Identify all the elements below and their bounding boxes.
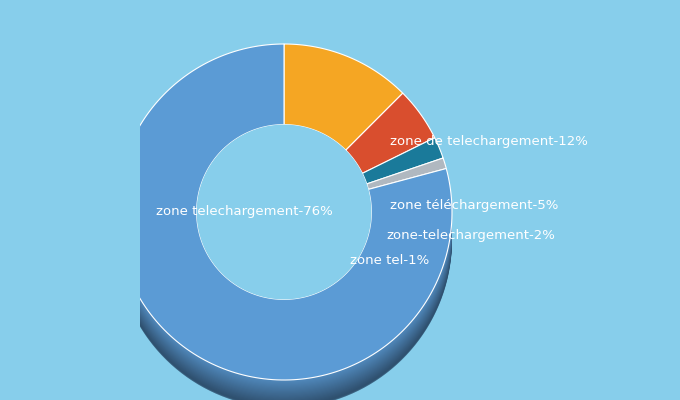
Polygon shape [116,230,452,398]
Polygon shape [116,237,452,400]
Polygon shape [116,216,452,384]
Polygon shape [116,231,452,399]
Polygon shape [116,236,452,400]
Polygon shape [116,226,452,394]
Polygon shape [116,238,452,400]
Polygon shape [116,219,452,387]
Polygon shape [116,235,452,400]
Polygon shape [116,239,452,400]
Polygon shape [116,230,452,398]
Polygon shape [116,216,452,384]
Polygon shape [116,234,452,400]
Polygon shape [116,220,452,388]
Text: zone-telechargement-2%: zone-telechargement-2% [386,230,555,242]
Polygon shape [116,213,452,381]
Polygon shape [116,233,452,400]
Polygon shape [116,228,452,396]
Polygon shape [116,213,452,381]
Polygon shape [116,239,452,400]
Polygon shape [116,223,452,391]
Polygon shape [116,218,452,386]
Polygon shape [116,232,452,400]
Polygon shape [116,231,452,399]
Polygon shape [116,228,452,396]
Polygon shape [116,238,452,400]
Polygon shape [116,222,452,390]
Polygon shape [116,234,452,400]
Polygon shape [116,217,452,385]
Polygon shape [284,44,403,150]
Polygon shape [116,229,452,397]
Polygon shape [116,238,452,400]
Polygon shape [367,158,446,189]
Polygon shape [116,218,452,386]
Polygon shape [116,229,452,397]
Polygon shape [116,223,452,391]
Polygon shape [116,220,452,388]
Polygon shape [116,226,452,394]
Polygon shape [116,232,452,400]
Polygon shape [116,214,452,382]
Polygon shape [116,225,452,393]
Polygon shape [116,222,452,390]
Text: zone tel-1%: zone tel-1% [350,254,430,266]
Polygon shape [116,234,452,400]
Polygon shape [116,215,452,383]
Polygon shape [116,237,452,400]
Polygon shape [116,240,452,400]
Polygon shape [197,125,371,299]
Polygon shape [116,230,452,398]
Polygon shape [116,227,452,395]
Text: zone téléchargement-5%: zone téléchargement-5% [390,200,558,212]
Polygon shape [116,222,452,390]
Polygon shape [116,236,452,400]
Polygon shape [116,224,452,392]
Polygon shape [116,224,452,392]
Polygon shape [116,227,452,395]
Polygon shape [116,218,452,386]
Text: zone de telechargement-12%: zone de telechargement-12% [390,136,588,148]
Polygon shape [116,216,452,384]
Polygon shape [116,214,452,382]
Polygon shape [116,220,452,388]
Text: zone telechargement-76%: zone telechargement-76% [156,206,333,218]
Polygon shape [116,213,452,381]
Polygon shape [116,226,452,394]
Polygon shape [116,221,452,389]
Polygon shape [116,232,452,400]
Polygon shape [116,233,452,400]
Polygon shape [362,138,443,184]
Polygon shape [116,225,452,392]
Polygon shape [116,44,452,380]
Polygon shape [345,93,435,173]
Polygon shape [116,215,452,383]
Polygon shape [116,219,452,387]
Polygon shape [116,236,452,400]
Polygon shape [116,221,452,389]
Polygon shape [116,240,452,400]
